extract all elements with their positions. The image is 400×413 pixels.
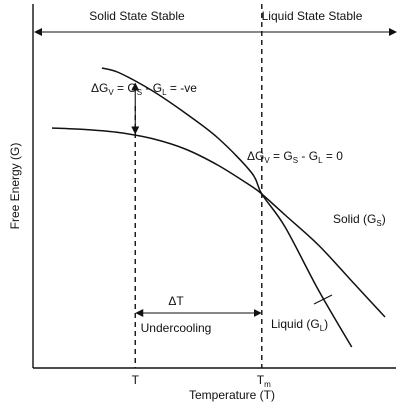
solid-series-label: Solid (GS): [333, 212, 386, 228]
liquid-curve: [101, 67, 353, 348]
x-tick-t: T: [132, 373, 140, 387]
delta-g-zero-label: ΔGV = GS - GL = 0: [247, 149, 343, 165]
region-liquid-label: Liquid State Stable: [262, 9, 363, 23]
liquid-series-label: Liquid (GL): [271, 317, 328, 333]
x-axis-title: Temperature (T): [189, 388, 275, 402]
region-solid-label: Solid State Stable: [89, 9, 185, 23]
x-tick-tm: Tm: [257, 373, 271, 389]
undercooling-label: Undercooling: [141, 321, 212, 335]
solid-curve: [51, 127, 386, 318]
delta-t-label: ΔT: [168, 294, 184, 308]
delta-g-negative-label: ΔGV = GS - GL = -ve: [91, 81, 197, 97]
y-axis-title: Free Energy (G): [8, 143, 22, 230]
liquid-pointer-line: [313, 294, 333, 305]
